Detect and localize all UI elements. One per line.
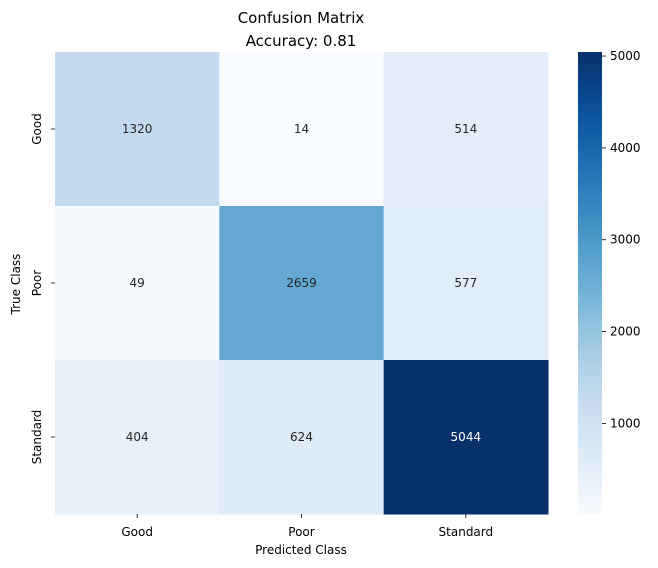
heatmap-cell-0-0 bbox=[55, 52, 220, 207]
colorbar-tick-label-0: 1000 bbox=[610, 416, 641, 430]
x-tick-label-0: Good bbox=[121, 525, 153, 539]
heatmap-cell-2-1 bbox=[219, 360, 385, 515]
heatmap-cell-label-1-1: 2659 bbox=[286, 276, 317, 290]
heatmap-cell-label-2-0: 404 bbox=[126, 430, 149, 444]
colorbar-tick-label-3: 4000 bbox=[610, 141, 641, 155]
chart-title-line-2: Accuracy: 0.81 bbox=[246, 32, 357, 50]
y-tick-label-1: Poor bbox=[30, 270, 44, 296]
x-tick-label-2: Standard bbox=[439, 525, 494, 539]
heatmap-cell-label-0-0: 1320 bbox=[122, 122, 153, 136]
y-tick-label-0: Good bbox=[30, 113, 44, 145]
heatmap-cell-label-2-2: 5044 bbox=[451, 430, 482, 444]
heatmap-cell-0-2 bbox=[383, 52, 549, 207]
heatmap-cell-label-0-1: 14 bbox=[294, 122, 309, 136]
x-axis-ticks: Good Poor Standard bbox=[121, 514, 493, 539]
y-axis-label: True Class bbox=[9, 254, 23, 316]
heatmap-cell-label-0-2: 514 bbox=[454, 122, 477, 136]
heatmap-cells bbox=[55, 52, 549, 515]
x-tick-label-1: Poor bbox=[288, 525, 314, 539]
colorbar-tick-label-4: 5000 bbox=[610, 49, 641, 63]
heatmap-cell-2-2 bbox=[383, 360, 549, 515]
heatmap-cell-label-2-1: 624 bbox=[290, 430, 313, 444]
heatmap-cell-2-0 bbox=[55, 360, 220, 515]
y-axis-ticks: Good Poor Standard bbox=[30, 113, 55, 464]
chart-title: Confusion Matrix Accuracy: 0.81 bbox=[238, 9, 365, 50]
x-axis-label: Predicted Class bbox=[255, 543, 347, 557]
colorbar-tick-label-2: 3000 bbox=[610, 233, 641, 247]
heatmap-cell-label-1-2: 577 bbox=[454, 276, 477, 290]
colorbar-tick-label-1: 2000 bbox=[610, 325, 641, 339]
heatmap-cell-0-1 bbox=[219, 52, 385, 207]
colorbar bbox=[578, 52, 602, 514]
heatmap-cell-1-2 bbox=[383, 206, 549, 361]
heatmap-cell-1-1 bbox=[219, 206, 385, 361]
heatmap-cell-labels: 1320 14 514 49 2659 577 404 624 5044 bbox=[122, 122, 481, 444]
heatmap-cell-label-1-0: 49 bbox=[130, 276, 145, 290]
heatmap-cell-1-0 bbox=[55, 206, 220, 361]
colorbar-ticks: 1000 2000 3000 4000 5000 bbox=[602, 49, 641, 430]
chart-title-line-1: Confusion Matrix bbox=[238, 9, 365, 27]
y-tick-label-2: Standard bbox=[30, 410, 44, 465]
